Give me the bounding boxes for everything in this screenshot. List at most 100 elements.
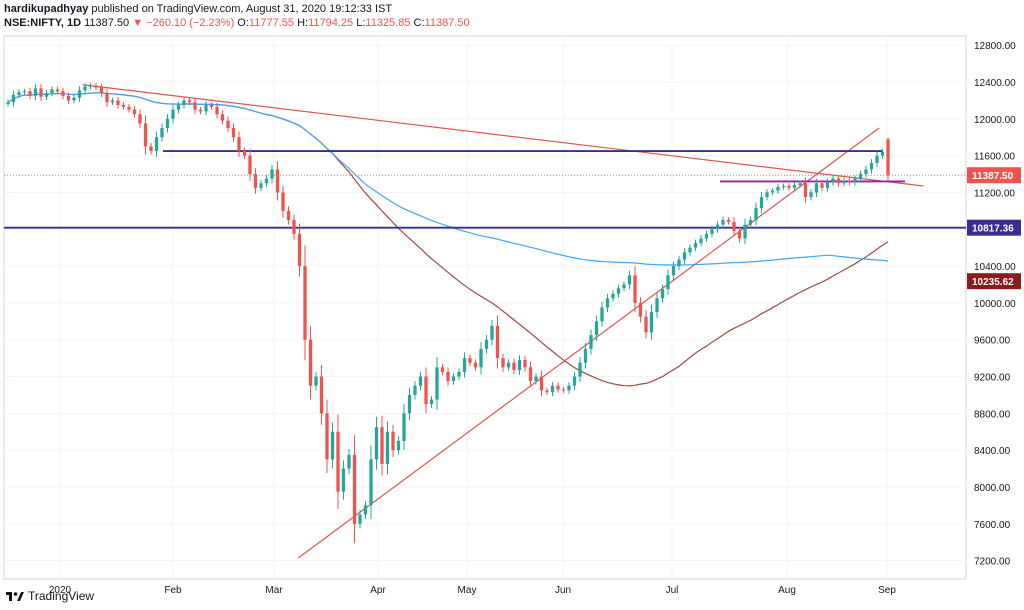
candle-body bbox=[820, 183, 824, 188]
candle-body bbox=[226, 120, 230, 129]
candle-body bbox=[270, 169, 274, 179]
candle-body bbox=[61, 91, 65, 96]
author-name[interactable]: hardikupadhyay bbox=[4, 3, 89, 15]
candle-body bbox=[682, 252, 687, 260]
candles bbox=[6, 82, 890, 544]
symbol-label: NSE:NIFTY, 1D bbox=[4, 17, 82, 29]
candle-body bbox=[314, 376, 318, 386]
candle-body bbox=[671, 266, 676, 276]
candle-body bbox=[193, 102, 197, 110]
candle-body bbox=[512, 362, 516, 371]
candle-body bbox=[396, 440, 401, 451]
candle-body bbox=[198, 109, 203, 112]
candle-body bbox=[149, 146, 153, 152]
candle-body bbox=[308, 339, 313, 386]
candle-body bbox=[292, 220, 296, 234]
candle-body bbox=[6, 102, 10, 105]
candle-body bbox=[556, 385, 560, 390]
candle-body bbox=[787, 186, 791, 188]
annotations bbox=[4, 84, 966, 559]
candle-body bbox=[550, 385, 555, 393]
candle-body bbox=[660, 289, 665, 299]
price-axis[interactable]: 7200.00 7600.00 8000.00 8400.00 8800.00 9200.… bbox=[967, 41, 1021, 568]
candle-body bbox=[143, 123, 148, 147]
low-value: 11325.85 bbox=[365, 17, 411, 29]
x-tick-label: Aug bbox=[778, 585, 796, 596]
y-tick-label: 10400.00 bbox=[974, 262, 1016, 273]
candle-body bbox=[22, 91, 27, 93]
candle-body bbox=[578, 362, 582, 377]
candle-body bbox=[33, 88, 38, 96]
candle-body bbox=[677, 259, 681, 267]
candle-body bbox=[644, 316, 648, 333]
candle-body bbox=[402, 413, 406, 441]
candle-body bbox=[325, 413, 329, 460]
candle-body bbox=[842, 180, 846, 184]
y-tick-label: 8400.00 bbox=[974, 446, 1011, 457]
x-tick-label: Feb bbox=[164, 585, 182, 596]
moving-averages bbox=[7, 92, 889, 387]
candle-body bbox=[473, 362, 478, 368]
y-tick-label: 11200.00 bbox=[974, 188, 1015, 199]
price-tag-label: 11387.50 bbox=[972, 171, 1014, 182]
candle-body bbox=[501, 358, 505, 368]
candle-body bbox=[341, 468, 346, 492]
candle-body bbox=[176, 105, 181, 110]
candle-body bbox=[154, 137, 159, 152]
candle-body bbox=[495, 325, 500, 359]
plot-area[interactable] bbox=[3, 35, 967, 580]
low-label: L: bbox=[356, 17, 366, 29]
open-label: O: bbox=[237, 17, 249, 29]
open-value: 11777.55 bbox=[248, 17, 294, 29]
candle-body bbox=[105, 93, 109, 103]
candle-body bbox=[759, 197, 764, 209]
candle-body bbox=[853, 178, 857, 183]
candle-body bbox=[743, 224, 747, 239]
candle-body bbox=[622, 284, 626, 289]
candle-body bbox=[66, 95, 71, 101]
candle-body bbox=[715, 224, 720, 230]
candle-body bbox=[737, 231, 742, 239]
candle-body bbox=[363, 505, 368, 515]
candle-body bbox=[237, 137, 241, 152]
candle-body bbox=[303, 266, 307, 340]
y-tick-label: 8800.00 bbox=[974, 409, 1011, 420]
y-tick-label: 12400.00 bbox=[974, 78, 1016, 89]
y-tick-label: 11600.00 bbox=[974, 152, 1015, 163]
price-tag bbox=[967, 167, 1021, 184]
y-tick-label: 7200.00 bbox=[974, 557, 1011, 568]
candle-body bbox=[391, 431, 395, 451]
candle-body bbox=[616, 288, 621, 294]
candle-body bbox=[748, 220, 753, 225]
candle-body bbox=[77, 90, 82, 98]
candle-body bbox=[83, 86, 87, 91]
ma-200-line bbox=[7, 92, 889, 266]
price-tag bbox=[967, 273, 1021, 290]
candle-body bbox=[688, 247, 692, 253]
time-axis[interactable]: 2020 Feb Mar Apr May Jun Jul Aug Sep bbox=[49, 585, 896, 596]
candle-body bbox=[534, 376, 538, 382]
candle-body bbox=[858, 174, 863, 179]
candle-body bbox=[44, 93, 49, 97]
candle-body bbox=[776, 186, 780, 191]
publish-info: published on TradingView.com, August 31,… bbox=[91, 3, 393, 15]
y-tick-label: 9200.00 bbox=[974, 373, 1011, 384]
candle-body bbox=[242, 151, 247, 156]
candle-body bbox=[55, 89, 60, 92]
brand-name[interactable]: TradingView bbox=[28, 589, 95, 603]
candle-body bbox=[413, 385, 417, 395]
candle-body bbox=[330, 431, 335, 460]
candle-body bbox=[28, 91, 32, 96]
candle-body bbox=[50, 89, 54, 94]
candle-body bbox=[127, 106, 131, 110]
candle-body bbox=[605, 298, 610, 308]
x-tick-label: Apr bbox=[370, 585, 386, 596]
candle-body bbox=[468, 358, 472, 363]
candle-body bbox=[699, 238, 703, 244]
candle-body bbox=[638, 302, 643, 317]
chart-header: hardikupadhyay published on TradingView.… bbox=[4, 2, 1020, 34]
candle-body bbox=[39, 88, 43, 97]
candle-body bbox=[275, 169, 280, 193]
price-tag-label: 10235.62 bbox=[972, 277, 1014, 288]
